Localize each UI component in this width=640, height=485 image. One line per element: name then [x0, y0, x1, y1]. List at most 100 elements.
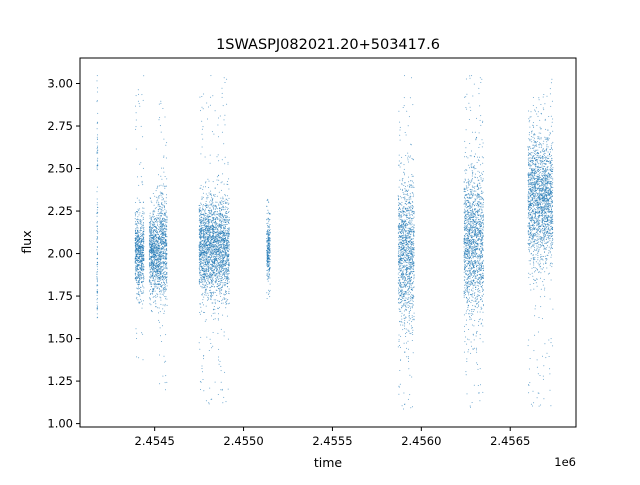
- data-point: [96, 136, 98, 138]
- data-point: [209, 268, 211, 270]
- data-point: [142, 223, 144, 225]
- data-point: [203, 390, 205, 392]
- data-point: [206, 233, 208, 234]
- data-point: [218, 174, 220, 176]
- data-point: [138, 244, 140, 246]
- data-point: [266, 265, 268, 267]
- data-point: [140, 298, 142, 300]
- data-point: [96, 226, 98, 228]
- data-point: [213, 211, 215, 213]
- data-point: [149, 279, 150, 281]
- data-point: [162, 241, 164, 242]
- data-point: [143, 257, 145, 259]
- data-point: [160, 291, 162, 293]
- data-point: [162, 234, 164, 236]
- data-point: [154, 283, 156, 285]
- data-point: [203, 264, 205, 265]
- data-point: [206, 215, 208, 217]
- data-point: [205, 275, 207, 277]
- data-point: [162, 198, 164, 200]
- data-point: [163, 219, 165, 221]
- data-point: [166, 298, 168, 300]
- data-point: [226, 264, 228, 265]
- data-point: [158, 253, 160, 255]
- data-point: [149, 222, 151, 224]
- data-point: [213, 246, 215, 248]
- data-point: [224, 237, 226, 239]
- data-point: [157, 203, 159, 205]
- data-point: [224, 272, 226, 274]
- data-point: [212, 256, 214, 258]
- data-point: [205, 400, 207, 402]
- data-point: [155, 286, 157, 288]
- data-point: [266, 260, 268, 262]
- data-point: [266, 205, 268, 207]
- data-point: [222, 207, 224, 209]
- data-point: [208, 259, 210, 261]
- data-point: [153, 251, 155, 253]
- data-point: [164, 283, 166, 285]
- data-point: [269, 239, 271, 241]
- data-point: [212, 266, 214, 268]
- data-point: [213, 306, 215, 307]
- data-point: [213, 269, 215, 271]
- data-point: [161, 202, 163, 204]
- data-point: [216, 263, 217, 265]
- data-point: [164, 252, 166, 254]
- data-point: [212, 220, 214, 222]
- data-point: [217, 232, 219, 234]
- data-point: [406, 356, 408, 358]
- data-point: [199, 280, 201, 282]
- data-point: [221, 267, 223, 269]
- data-point: [96, 75, 98, 77]
- data-point: [214, 239, 216, 241]
- data-point: [140, 240, 142, 242]
- data-point: [150, 276, 152, 278]
- data-point: [202, 222, 204, 224]
- data-point: [218, 267, 220, 269]
- data-point: [154, 242, 156, 244]
- data-point: [149, 256, 151, 257]
- data-point: [152, 232, 154, 234]
- data-point: [216, 232, 218, 234]
- data-point: [219, 216, 221, 218]
- data-point: [218, 356, 220, 358]
- data-point: [227, 255, 229, 257]
- data-point: [150, 263, 152, 265]
- data-point: [211, 211, 213, 213]
- data-point: [227, 275, 229, 277]
- data-point: [203, 304, 204, 306]
- data-point: [211, 223, 213, 225]
- data-point: [158, 201, 160, 203]
- data-point: [199, 230, 201, 232]
- data-point: [209, 283, 211, 285]
- data-point: [203, 270, 205, 272]
- data-point: [162, 199, 164, 201]
- data-point: [218, 281, 219, 282]
- data-point: [215, 222, 217, 223]
- data-point: [227, 388, 229, 390]
- data-point: [139, 274, 141, 276]
- data-point: [218, 259, 220, 261]
- data-point: [97, 207, 99, 208]
- data-point: [218, 252, 220, 254]
- data-point: [223, 274, 225, 276]
- data-point: [227, 338, 229, 340]
- data-point: [207, 263, 209, 265]
- data-point: [215, 232, 217, 234]
- data-point: [221, 255, 223, 257]
- data-point: [268, 277, 270, 279]
- data-point: [266, 272, 268, 274]
- data-point: [204, 234, 206, 235]
- data-point: [268, 292, 270, 294]
- data-point: [219, 261, 221, 263]
- data-point: [162, 108, 164, 109]
- data-point: [205, 203, 207, 205]
- data-point: [267, 233, 268, 235]
- data-point: [158, 248, 160, 250]
- data-point: [165, 334, 167, 336]
- data-point: [141, 266, 143, 268]
- data-point: [153, 229, 154, 231]
- data-point: [228, 249, 230, 251]
- data-point: [158, 230, 160, 232]
